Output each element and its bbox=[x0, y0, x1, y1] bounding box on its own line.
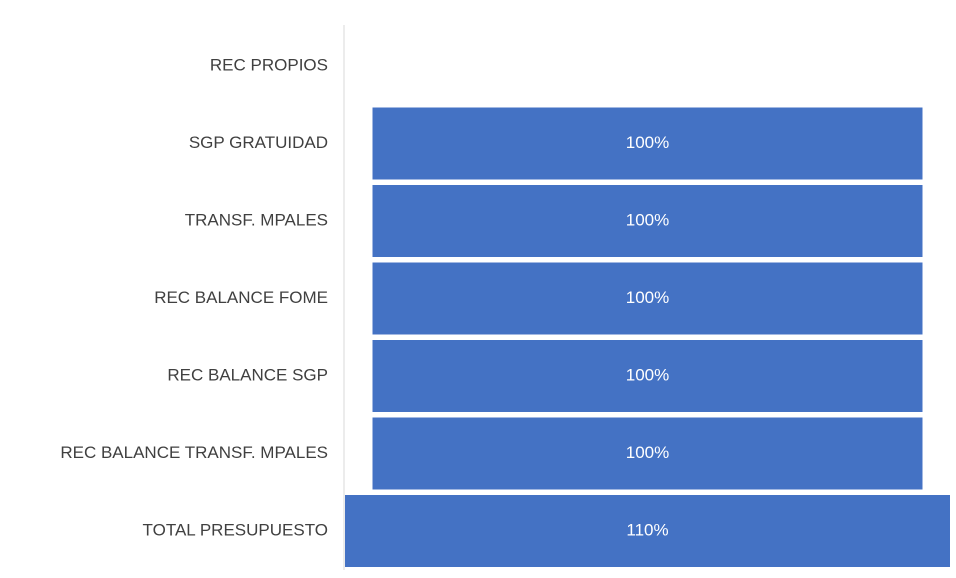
bar bbox=[372, 340, 923, 412]
value-label: 110% bbox=[626, 520, 668, 539]
bar bbox=[372, 262, 923, 335]
bar bbox=[372, 107, 923, 180]
value-label: 100% bbox=[626, 133, 669, 152]
category-label: REC BALANCE TRANSF. MPALES bbox=[60, 443, 328, 462]
category-label: REC BALANCE FOME bbox=[154, 288, 328, 307]
value-label: 100% bbox=[626, 365, 669, 384]
value-label: 100% bbox=[626, 210, 669, 229]
category-label: TRANSF. MPALES bbox=[185, 210, 328, 229]
category-label: REC PROPIOS bbox=[210, 55, 328, 74]
category-label: REC BALANCE SGP bbox=[167, 365, 328, 384]
bar bbox=[345, 495, 950, 567]
category-label: TOTAL PRESUPUESTO bbox=[143, 520, 328, 539]
value-label: 100% bbox=[626, 288, 669, 307]
bar bbox=[372, 417, 923, 490]
bar bbox=[372, 185, 923, 257]
category-label: SGP GRATUIDAD bbox=[189, 133, 328, 152]
value-label: 100% bbox=[626, 443, 669, 462]
